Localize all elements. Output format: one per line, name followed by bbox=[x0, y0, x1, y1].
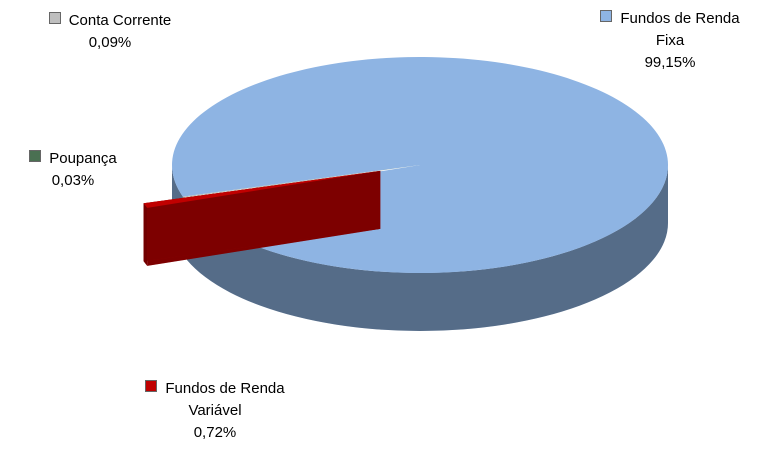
slice-side-shade bbox=[186, 165, 669, 332]
legend-marker bbox=[600, 10, 613, 22]
legend-marker bbox=[145, 380, 158, 392]
slice-side bbox=[186, 165, 669, 332]
value-label: 99,15% bbox=[644, 54, 696, 71]
legend-marker bbox=[48, 12, 61, 24]
slice bbox=[182, 165, 420, 198]
value-label: 0,03% bbox=[51, 172, 95, 189]
value-label: 0,09% bbox=[88, 34, 132, 51]
value-label: 0,72% bbox=[193, 424, 237, 441]
data-label: Poupança 0,03% bbox=[8, 148, 138, 192]
slice bbox=[143, 170, 381, 208]
data-label: Conta Corrente 0,09% bbox=[15, 10, 205, 54]
slice-side bbox=[143, 203, 148, 266]
data-label: Fundos de Renda Variável 0,72% bbox=[120, 378, 310, 444]
slice bbox=[183, 165, 420, 198]
legend-marker bbox=[29, 150, 42, 162]
slice-face bbox=[143, 170, 381, 262]
category-label: Fundos de Renda Fixa bbox=[620, 10, 740, 49]
category-label: Conta Corrente bbox=[68, 12, 172, 29]
category-label: Poupança bbox=[49, 150, 117, 167]
slice-shade bbox=[143, 170, 381, 262]
category-label: Fundos de Renda Variável bbox=[165, 380, 285, 419]
slice-side-shade bbox=[143, 203, 148, 266]
data-label: Fundos de Renda Fixa 99,15% bbox=[585, 8, 755, 74]
